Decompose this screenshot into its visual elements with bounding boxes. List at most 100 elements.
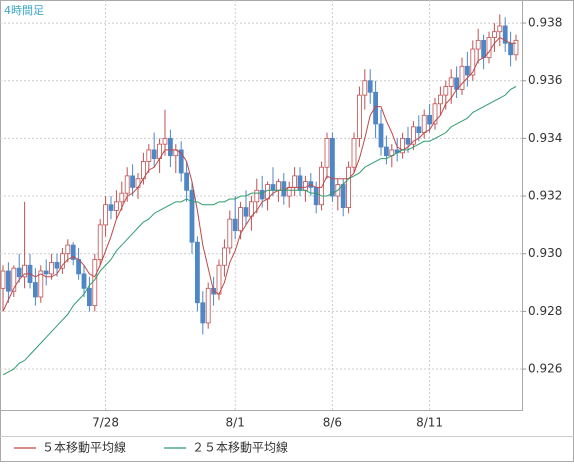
candle-body <box>481 39 487 59</box>
chart-title: 4時間足 <box>4 4 44 17</box>
y-tick-label: 0.934 <box>528 131 562 145</box>
candle-body <box>135 178 141 188</box>
candle-body <box>459 65 465 90</box>
candle-body <box>146 149 152 162</box>
candle-body <box>189 189 195 243</box>
candle-body <box>162 137 168 145</box>
candle-body <box>373 91 379 125</box>
candle-body <box>0 270 6 289</box>
candle-body <box>297 175 303 191</box>
candle-body <box>49 261 54 275</box>
candle-body <box>103 204 108 226</box>
candle-body <box>259 189 265 200</box>
candle-body <box>324 137 330 168</box>
candle-body <box>216 264 222 295</box>
candle-body <box>38 270 44 298</box>
candle-body <box>383 146 389 157</box>
candle-body <box>130 175 136 188</box>
candle-body <box>470 48 476 76</box>
candle-body <box>43 270 49 275</box>
y-tick-label: 0.930 <box>528 246 562 260</box>
candle-body <box>367 80 373 93</box>
candle-body <box>221 247 227 266</box>
candle-body <box>432 103 438 125</box>
candle-body <box>405 137 411 145</box>
candle-body <box>6 270 11 292</box>
candle-body <box>11 267 17 292</box>
candle-body <box>319 166 325 206</box>
candle-body <box>151 149 157 159</box>
legend-label: ５本移動平均線 <box>42 440 126 455</box>
candle-body <box>70 244 76 260</box>
candle-body <box>421 114 427 134</box>
candle-body <box>178 149 184 174</box>
candle-body <box>232 218 238 232</box>
legend-label: ２５本移動平均線 <box>192 440 288 455</box>
candle-body <box>194 241 200 304</box>
x-tick-label: 8/1 <box>226 416 245 430</box>
candle-body <box>351 137 357 168</box>
candle-body <box>81 273 87 289</box>
candle-body <box>205 287 211 324</box>
candle-body <box>54 261 60 269</box>
y-tick-label: 0.932 <box>528 189 562 203</box>
candle-body <box>416 126 422 134</box>
moving-average-line <box>2 86 517 376</box>
y-tick-label: 0.926 <box>528 362 562 376</box>
candle-body <box>254 189 260 203</box>
x-tick-label: 7/28 <box>92 416 119 430</box>
candle-body <box>356 94 362 139</box>
candle-body <box>464 65 470 76</box>
y-tick-label: 0.928 <box>528 304 562 318</box>
candle-body <box>114 201 119 211</box>
candle-body <box>270 184 276 191</box>
candle-body <box>340 184 346 208</box>
candle-body <box>502 25 508 44</box>
moving-average-line <box>2 36 516 312</box>
candle-body <box>200 302 206 324</box>
x-tick-label: 8/11 <box>416 416 443 430</box>
candle-body <box>491 31 497 38</box>
candle-body <box>275 181 281 191</box>
candle-body <box>65 244 71 255</box>
candle-body <box>400 137 406 154</box>
candle-body <box>346 166 352 208</box>
candle-body <box>437 94 443 105</box>
candle-body <box>60 253 65 269</box>
candle-body <box>243 207 249 217</box>
candle-body <box>92 259 98 307</box>
candle-body <box>427 114 433 125</box>
candle-body <box>443 86 449 96</box>
candle-body <box>124 175 130 194</box>
candle-body <box>87 287 92 307</box>
candle-body <box>16 267 22 278</box>
candle-body <box>167 137 173 157</box>
candle-body <box>22 264 28 278</box>
candle-body <box>410 126 416 145</box>
candle-body <box>302 181 308 191</box>
candle-body <box>448 77 454 87</box>
y-tick-label: 0.938 <box>528 16 562 30</box>
candle-body <box>281 181 287 197</box>
plot-frame <box>0 0 523 411</box>
candle-body <box>313 187 319 206</box>
candle-body <box>378 123 384 148</box>
candle-body <box>486 37 492 59</box>
candle-body <box>513 39 519 56</box>
candle-body <box>238 207 244 232</box>
candle-body <box>362 80 368 96</box>
candle-body <box>508 42 514 56</box>
candle-body <box>97 224 103 260</box>
candle-body <box>227 218 233 249</box>
candle-body <box>184 172 190 191</box>
y-tick-label: 0.936 <box>528 73 562 87</box>
candle-body <box>292 175 298 188</box>
candle-body <box>329 137 335 197</box>
candle-body <box>497 25 503 33</box>
candle-body <box>33 282 38 298</box>
candle-body <box>108 204 114 211</box>
x-tick-label: 8/6 <box>323 416 342 430</box>
candle-body <box>119 192 125 203</box>
